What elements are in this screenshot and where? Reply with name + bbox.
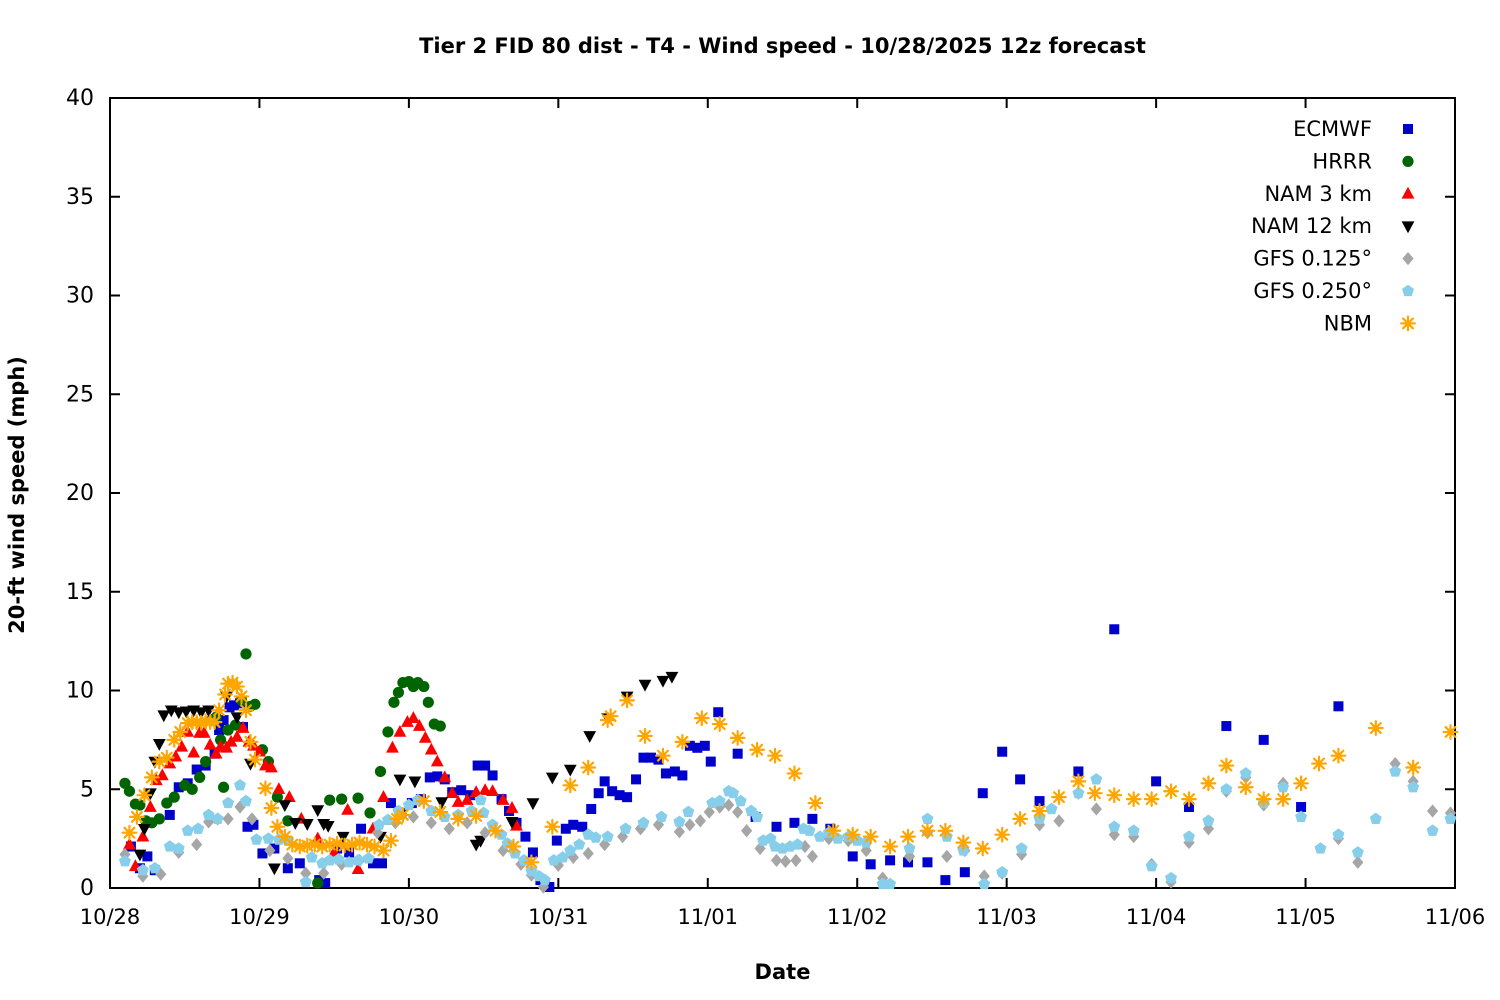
y-tick-label: 30 [66, 284, 94, 309]
series-ecmwf [125, 624, 1344, 893]
series-gfs-0-125 [119, 756, 1457, 894]
y-tick-label: 5 [80, 777, 94, 802]
legend-label: ECMWF [1293, 117, 1372, 141]
y-tick-label: 10 [66, 679, 94, 704]
x-axis-label: Date [754, 960, 811, 984]
legend: ECMWF HRRR NAM 3 km NAM 12 km GFS 0.125° GFS … [1251, 117, 1416, 335]
legend-label: NAM 12 km [1251, 214, 1372, 238]
y-tick-label: 25 [66, 382, 94, 407]
x-tick-label: 11/06 [1425, 905, 1486, 929]
y-tick-label: 35 [66, 185, 94, 210]
y-tick-label: 15 [66, 580, 94, 605]
legend-entry-nbm: NBM [1324, 311, 1416, 335]
x-tick-label: 11/05 [1275, 905, 1336, 929]
legend-entry-gfs-0-125: GFS 0.125° [1253, 247, 1414, 271]
legend-label: NAM 3 km [1264, 182, 1372, 206]
series-hrrr [119, 648, 446, 889]
x-tick-label: 10/31 [528, 905, 589, 929]
y-tick-label: 20 [66, 481, 94, 506]
legend-entry-hrrr: HRRR [1312, 149, 1414, 173]
chart-title: Tier 2 FID 80 dist - T4 - Wind speed - 1… [419, 34, 1146, 58]
legend-entry-gfs-0-250: GFS 0.250° [1253, 279, 1414, 303]
legend-label: GFS 0.125° [1253, 247, 1372, 271]
x-tick-label: 10/30 [379, 905, 440, 929]
x-tick-label: 10/28 [80, 905, 141, 929]
legend-entry-nam-3-km: NAM 3 km [1264, 182, 1415, 206]
x-tick-label: 11/04 [1126, 905, 1187, 929]
series-gfs-0-250 [118, 765, 1457, 890]
series-nbm [121, 674, 1459, 871]
y-tick-label: 40 [66, 86, 94, 111]
legend-label: GFS 0.250° [1253, 279, 1372, 303]
y-tick-label: 0 [80, 876, 94, 901]
series-nam-12-km [133, 671, 679, 876]
legend-entry-ecmwf: ECMWF [1293, 117, 1413, 141]
legend-label: NBM [1324, 311, 1372, 335]
x-tick-label: 11/01 [678, 905, 739, 929]
legend-entry-nam-12-km: NAM 12 km [1251, 214, 1415, 238]
x-tick-label: 11/02 [827, 905, 888, 929]
x-tick-label: 10/29 [229, 905, 290, 929]
legend-label: HRRR [1312, 149, 1372, 173]
y-axis-label: 20-ft wind speed (mph) [5, 356, 29, 634]
x-tick-label: 11/03 [976, 905, 1037, 929]
